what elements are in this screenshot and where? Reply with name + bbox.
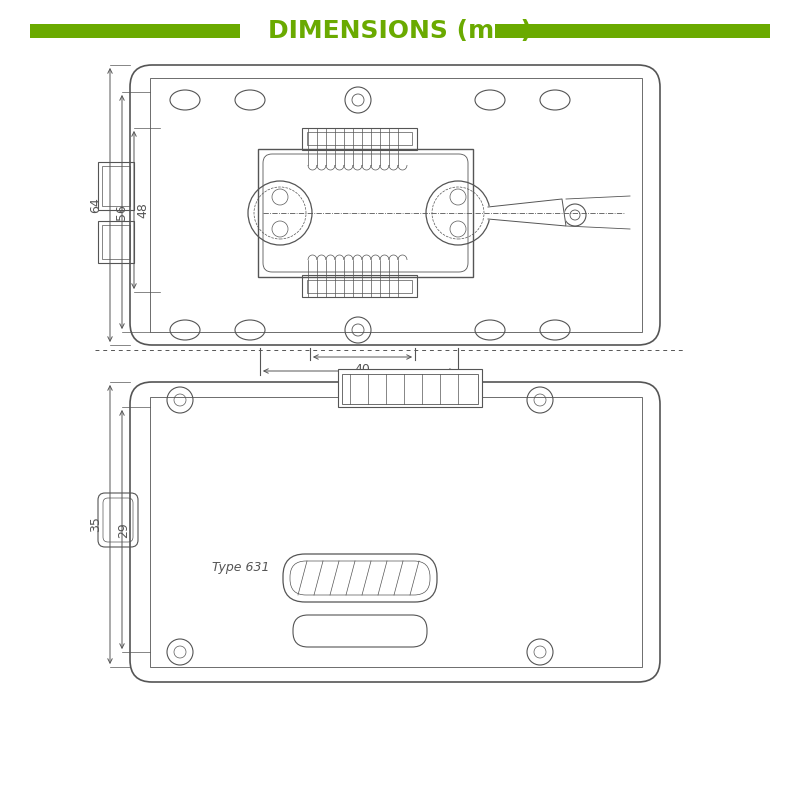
Bar — [150, 78, 642, 332]
Bar — [338, 369, 482, 407]
Bar — [307, 280, 412, 293]
Text: 60: 60 — [351, 377, 367, 390]
Text: Type 631: Type 631 — [212, 562, 270, 574]
Bar — [307, 132, 412, 145]
Text: 56: 56 — [114, 204, 127, 220]
Bar — [98, 162, 134, 210]
Bar — [302, 128, 417, 150]
Polygon shape — [488, 199, 566, 226]
Bar — [150, 397, 642, 667]
Bar — [258, 149, 473, 277]
Text: 48: 48 — [137, 202, 150, 218]
Bar — [302, 275, 417, 297]
Bar — [30, 24, 240, 38]
Bar — [342, 374, 478, 404]
Text: 29: 29 — [118, 522, 130, 538]
Bar — [98, 221, 134, 263]
Bar — [102, 166, 130, 206]
Text: 35: 35 — [90, 516, 102, 532]
Text: 40: 40 — [354, 363, 370, 376]
Bar — [495, 24, 770, 38]
Bar — [102, 225, 130, 259]
Text: 64: 64 — [90, 197, 102, 213]
Text: DIMENSIONS (mm): DIMENSIONS (mm) — [268, 19, 532, 43]
